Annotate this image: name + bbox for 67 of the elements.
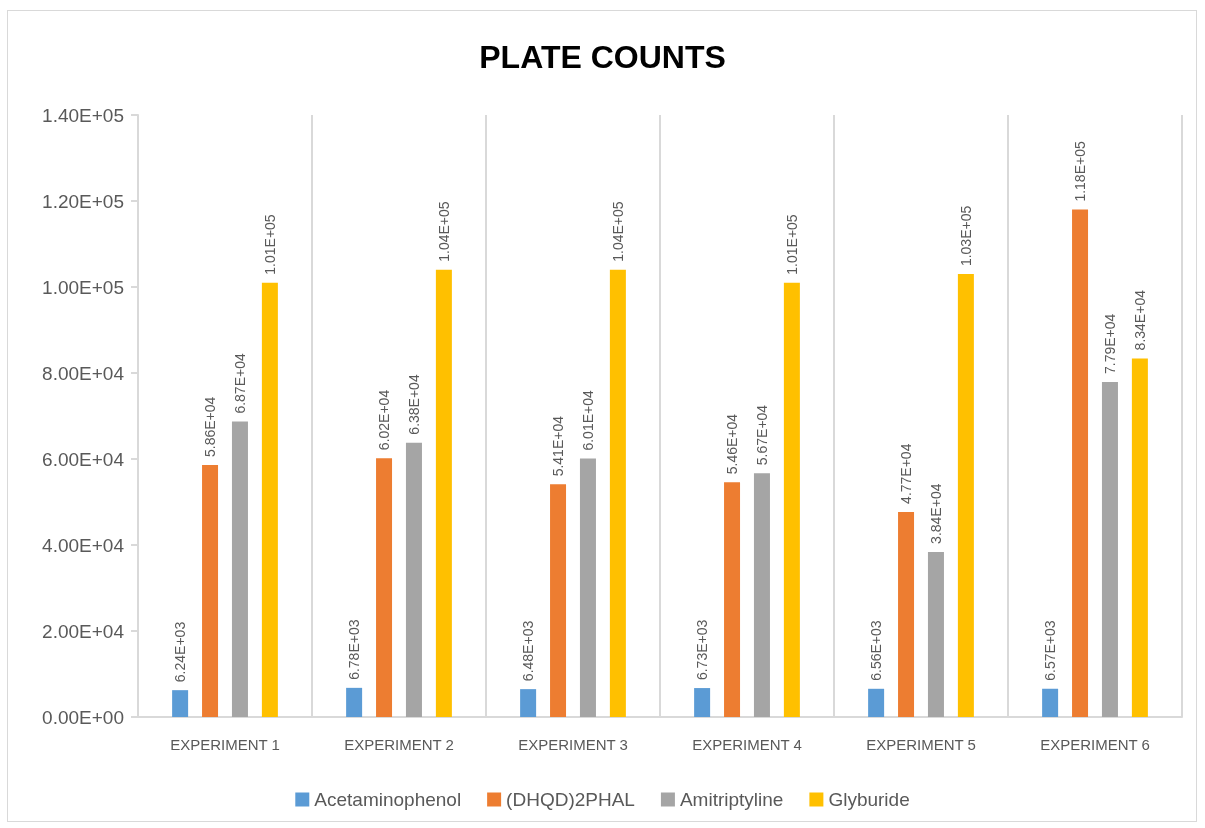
data-label: 1.04E+05 <box>609 201 626 262</box>
data-label: 1.04E+05 <box>435 201 452 262</box>
x-tick-label: EXPERIMENT 1 <box>170 736 280 753</box>
data-label: 6.48E+03 <box>520 620 537 682</box>
data-label: 6.87E+04 <box>231 353 248 414</box>
y-tick-label: 8.00E+04 <box>42 362 125 384</box>
data-label: 6.24E+03 <box>172 621 189 683</box>
bar <box>753 473 770 717</box>
data-label: 5.67E+04 <box>753 404 770 466</box>
data-label: 5.46E+04 <box>724 413 741 475</box>
data-label: 5.41E+04 <box>550 415 567 477</box>
bar <box>724 482 741 717</box>
bar <box>172 690 189 717</box>
data-label: 6.57E+03 <box>1042 620 1059 681</box>
bar <box>376 458 393 717</box>
y-tick-label: 1.40E+05 <box>42 104 124 126</box>
x-tick-label: EXPERIMENT 4 <box>692 736 802 753</box>
y-tick-label: 2.00E+04 <box>42 620 125 642</box>
chart-title: PLATE COUNTS <box>479 39 726 75</box>
bar <box>957 274 974 717</box>
data-label: 1.18E+05 <box>1072 141 1089 202</box>
bar <box>202 465 219 717</box>
bar <box>405 442 422 717</box>
data-label: 6.38E+04 <box>405 374 422 435</box>
legend-label: (DHQD)2PHAL <box>506 789 635 810</box>
bar <box>868 688 885 717</box>
bar <box>520 689 537 717</box>
y-tick-label: 1.20E+05 <box>42 190 124 212</box>
data-label: 6.02E+04 <box>376 389 393 451</box>
bar <box>231 421 248 717</box>
x-tick-label: EXPERIMENT 3 <box>518 736 628 753</box>
bar <box>609 269 626 717</box>
data-label: 8.34E+04 <box>1131 289 1148 351</box>
data-label: 1.01E+05 <box>783 214 800 275</box>
x-tick-label: EXPERIMENT 2 <box>344 736 454 753</box>
y-tick-label: 6.00E+04 <box>42 448 125 470</box>
legend-label: Amitriptyline <box>679 789 784 810</box>
bar <box>898 511 915 717</box>
bar <box>927 551 944 717</box>
data-label: 7.79E+04 <box>1101 313 1118 375</box>
data-label: 6.01E+04 <box>579 390 596 451</box>
bar <box>261 282 278 717</box>
bar <box>550 484 567 717</box>
data-label: 1.01E+05 <box>261 214 278 275</box>
data-label: 4.77E+04 <box>898 443 915 504</box>
bar <box>579 458 596 717</box>
data-label: 1.03E+05 <box>957 205 974 267</box>
data-label: 5.86E+04 <box>202 396 219 458</box>
y-tick-label: 4.00E+04 <box>42 534 125 556</box>
bar <box>1131 358 1148 717</box>
bar <box>1101 382 1118 717</box>
data-label: 6.56E+03 <box>868 620 885 681</box>
y-tick-label: 0.00E+00 <box>42 706 124 728</box>
y-tick-label: 1.00E+05 <box>42 276 124 298</box>
data-label: 6.73E+03 <box>694 619 711 681</box>
data-label: 3.84E+04 <box>927 483 944 544</box>
bar <box>783 282 800 717</box>
legend-label: Acetaminophenol <box>314 789 462 810</box>
bar <box>1042 688 1059 717</box>
legend-label: Glyburide <box>828 789 910 810</box>
x-tick-label: EXPERIMENT 6 <box>1040 736 1150 753</box>
bar <box>435 269 452 717</box>
bar <box>346 687 363 717</box>
bar <box>1072 209 1089 717</box>
x-tick-label: EXPERIMENT 5 <box>866 736 976 753</box>
bar <box>694 688 711 717</box>
data-label: 6.78E+03 <box>346 619 363 680</box>
